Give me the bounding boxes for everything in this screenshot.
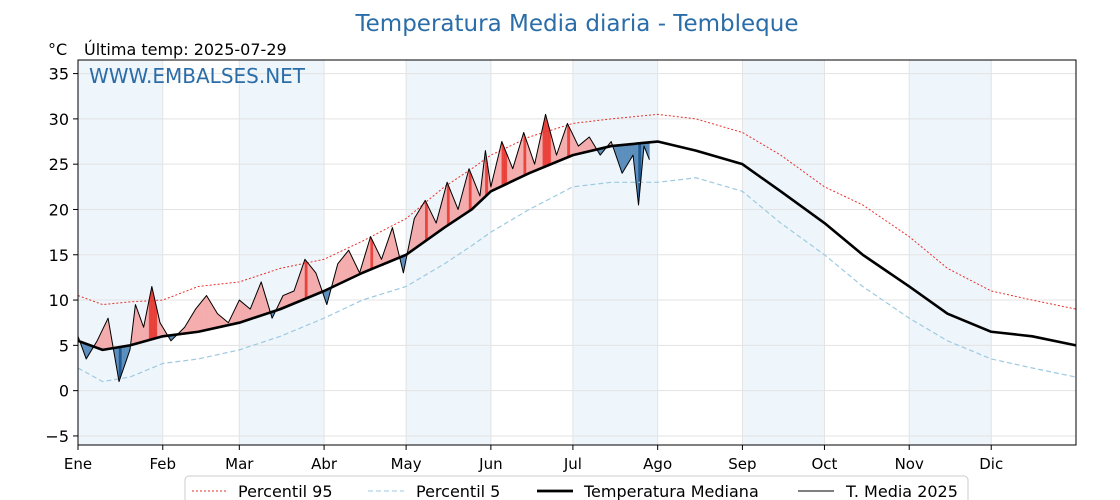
watermark: WWW.EMBALSES.NET: [89, 64, 306, 88]
above-median-fill: [304, 258, 308, 300]
y-tick-label: 30: [49, 110, 69, 129]
above-median-fill: [310, 265, 314, 297]
legend-box: [184, 475, 969, 500]
above-median-fill: [200, 298, 204, 332]
above-median-fill: [307, 262, 311, 299]
last-temp-label: Última temp: 2025-07-29: [84, 40, 287, 59]
y-tick-label: 10: [49, 291, 69, 310]
above-median-fill: [239, 299, 243, 323]
x-tick-label: Feb: [149, 455, 176, 473]
above-median-fill: [206, 294, 210, 331]
above-median-fill: [419, 204, 423, 246]
x-tick-label: Jun: [478, 455, 502, 473]
above-median-fill: [422, 199, 426, 244]
above-median-fill: [312, 268, 317, 296]
y-tick-label: 20: [49, 200, 69, 219]
above-median-fill: [241, 301, 245, 323]
legend-label-current: T. Media 2025: [845, 482, 958, 500]
month-band: [572, 60, 658, 445]
chart-title: Temperatura Media diaria - Tembleque: [355, 11, 799, 37]
above-median-fill: [203, 294, 207, 331]
legend: Percentil 95 Percentil 5 Temperatura Med…: [184, 475, 969, 500]
above-median-fill: [343, 253, 347, 283]
above-median-fill: [345, 249, 349, 281]
above-median-fill: [414, 213, 418, 250]
y-tick-label: 35: [49, 65, 69, 84]
x-tick-label: May: [391, 455, 422, 473]
y-tick-label: 25: [49, 155, 69, 174]
month-band: [78, 60, 163, 445]
legend-label-median: Temperatura Mediana: [583, 482, 759, 500]
above-median-fill: [416, 208, 420, 248]
above-median-fill: [198, 301, 202, 333]
x-tick-label: Mar: [225, 455, 254, 473]
month-bands: [78, 60, 992, 445]
y-tick-label: −5: [45, 427, 69, 446]
x-axis: Ene Feb Mar Abr May Jun Jul Ago Sep Oct Nov Dic: [64, 445, 1003, 473]
y-tick-label: 15: [49, 246, 69, 265]
legend-label-p95: Percentil 95: [238, 482, 333, 500]
current-year-line: [77, 113, 650, 383]
x-tick-label: Dic: [979, 455, 1003, 473]
x-tick-label: Abr: [311, 455, 338, 473]
x-tick-label: Oct: [811, 455, 837, 473]
x-tick-label: Ene: [64, 455, 92, 473]
x-tick-label: Jul: [563, 455, 582, 473]
legend-label-p5: Percentil 5: [416, 482, 500, 500]
above-median-fill: [425, 200, 429, 242]
plot-border: [77, 59, 1077, 446]
median-line: [77, 140, 1077, 352]
x-tick-label: Ago: [643, 455, 672, 473]
y-tick-label: 0: [59, 382, 69, 401]
month-band: [909, 60, 992, 445]
month-band: [239, 60, 325, 445]
month-band: [742, 60, 825, 445]
x-tick-label: Sep: [728, 455, 756, 473]
above-median-fill: [195, 305, 199, 333]
x-tick-label: Nov: [895, 455, 924, 473]
y-axis: −5 0 5 10 15 20 25 30 35: [45, 65, 78, 446]
y-tick-label: 5: [59, 336, 69, 355]
above-median-fill: [340, 256, 344, 284]
month-band: [406, 60, 491, 445]
p95-line: [77, 113, 1077, 310]
y-unit-label: °C: [48, 40, 67, 59]
p5-line: [77, 177, 1077, 383]
series-lines: [77, 113, 1077, 383]
